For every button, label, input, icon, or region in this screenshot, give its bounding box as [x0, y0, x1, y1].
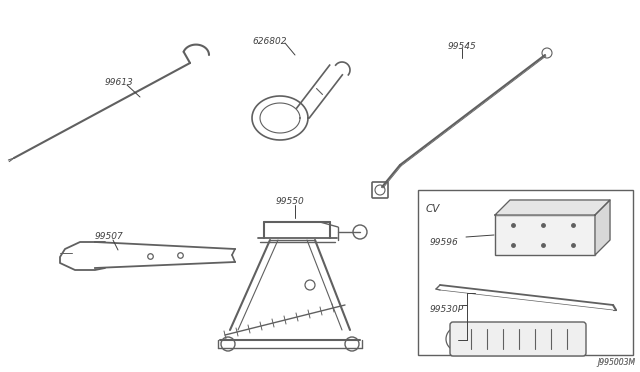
Text: 99545: 99545 — [448, 42, 477, 51]
Text: 99507: 99507 — [95, 232, 124, 241]
Text: 99613: 99613 — [105, 78, 134, 87]
Polygon shape — [595, 200, 610, 255]
Text: J995003M: J995003M — [597, 358, 635, 367]
Bar — [495, 215, 595, 255]
Text: J995003M: J995003M — [597, 358, 635, 367]
Bar — [418, 190, 633, 355]
Text: CV: CV — [426, 204, 440, 214]
Text: 99550: 99550 — [276, 197, 305, 206]
Polygon shape — [495, 200, 610, 215]
Text: 99530P: 99530P — [430, 305, 464, 314]
FancyBboxPatch shape — [450, 322, 586, 356]
Text: 626802: 626802 — [253, 37, 287, 46]
Text: 99596: 99596 — [430, 238, 459, 247]
